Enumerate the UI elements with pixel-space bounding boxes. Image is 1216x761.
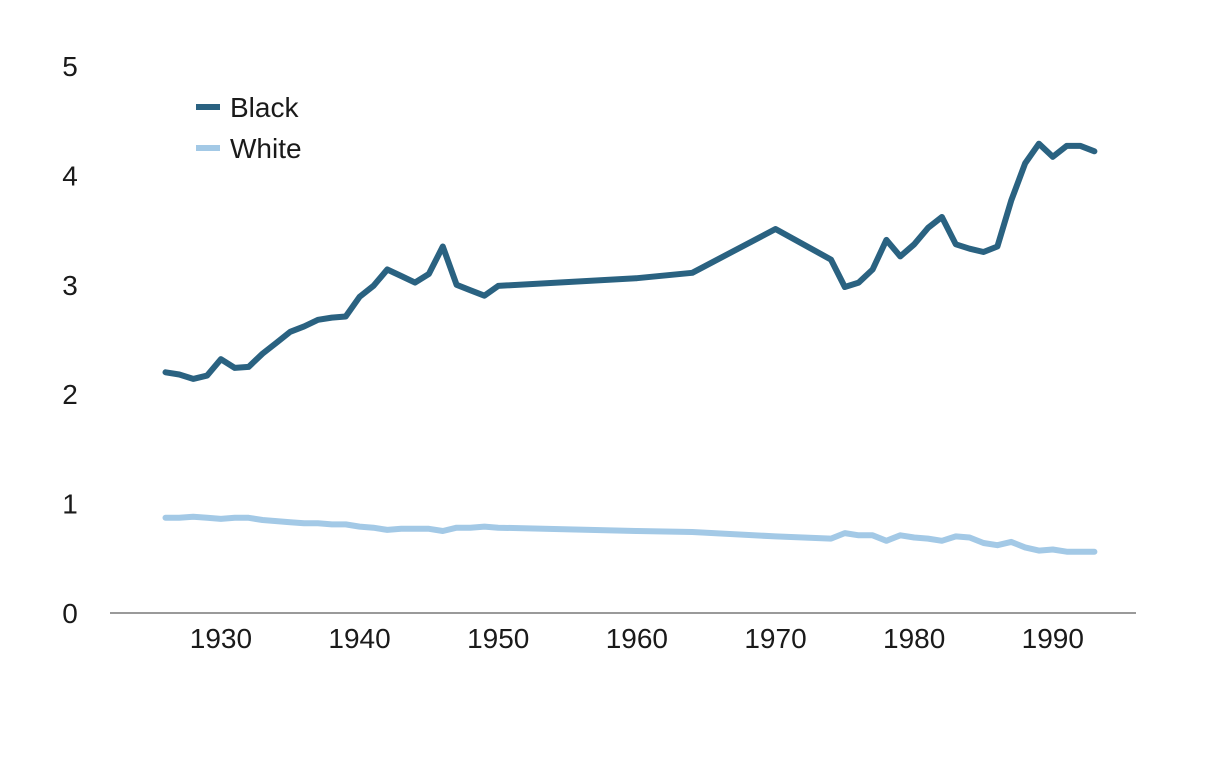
x-tick-label: 1950	[467, 623, 529, 654]
series-lines	[162, 140, 1098, 555]
y-tick-label: 3	[62, 270, 78, 301]
legend: Black White	[196, 92, 302, 164]
legend-label-white: White	[230, 133, 302, 164]
y-tick-label: 1	[62, 489, 78, 520]
y-tick-label: 0	[62, 598, 78, 629]
x-tick-label: 1980	[883, 623, 945, 654]
x-tick-label: 1960	[606, 623, 668, 654]
series-line-white	[162, 513, 1098, 555]
series-line-black	[162, 140, 1098, 382]
legend-label-black: Black	[230, 92, 299, 123]
x-tick-label: 1970	[744, 623, 806, 654]
y-tick-label: 4	[62, 160, 78, 191]
x-tick-label: 1940	[328, 623, 390, 654]
x-tick-label: 1930	[190, 623, 252, 654]
y-tick-label: 2	[62, 379, 78, 410]
y-axis-ticks: 0 1 2 3 4 5	[62, 51, 78, 629]
x-axis-ticks: 1930 1940 1950 1960 1970 1980 1990	[190, 623, 1084, 654]
x-tick-label: 1990	[1022, 623, 1084, 654]
y-tick-label: 5	[62, 51, 78, 82]
